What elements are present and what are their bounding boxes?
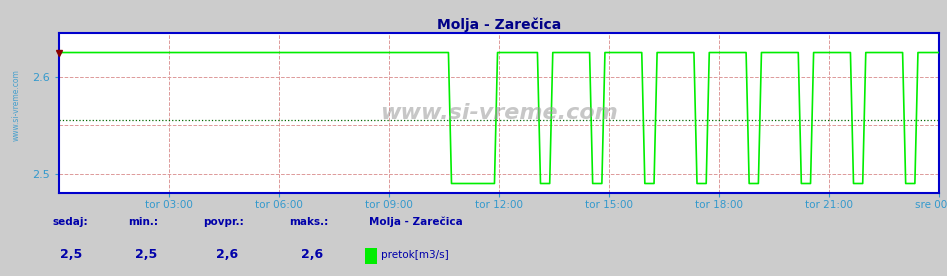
Title: Molja - Zarečica: Molja - Zarečica bbox=[437, 17, 562, 32]
Text: povpr.:: povpr.: bbox=[204, 217, 244, 227]
Text: Molja - Zarečica: Molja - Zarečica bbox=[369, 216, 463, 227]
Text: min.:: min.: bbox=[128, 217, 158, 227]
Text: 2,6: 2,6 bbox=[216, 248, 238, 261]
Text: pretok[m3/s]: pretok[m3/s] bbox=[381, 250, 449, 260]
Text: maks.:: maks.: bbox=[289, 217, 328, 227]
Text: 2,5: 2,5 bbox=[60, 248, 81, 261]
Text: sedaj:: sedaj: bbox=[52, 217, 88, 227]
Text: 2,5: 2,5 bbox=[135, 248, 157, 261]
Text: www.si-vreme.com: www.si-vreme.com bbox=[11, 69, 21, 141]
Text: 2,6: 2,6 bbox=[301, 248, 323, 261]
Text: www.si-vreme.com: www.si-vreme.com bbox=[380, 103, 618, 123]
